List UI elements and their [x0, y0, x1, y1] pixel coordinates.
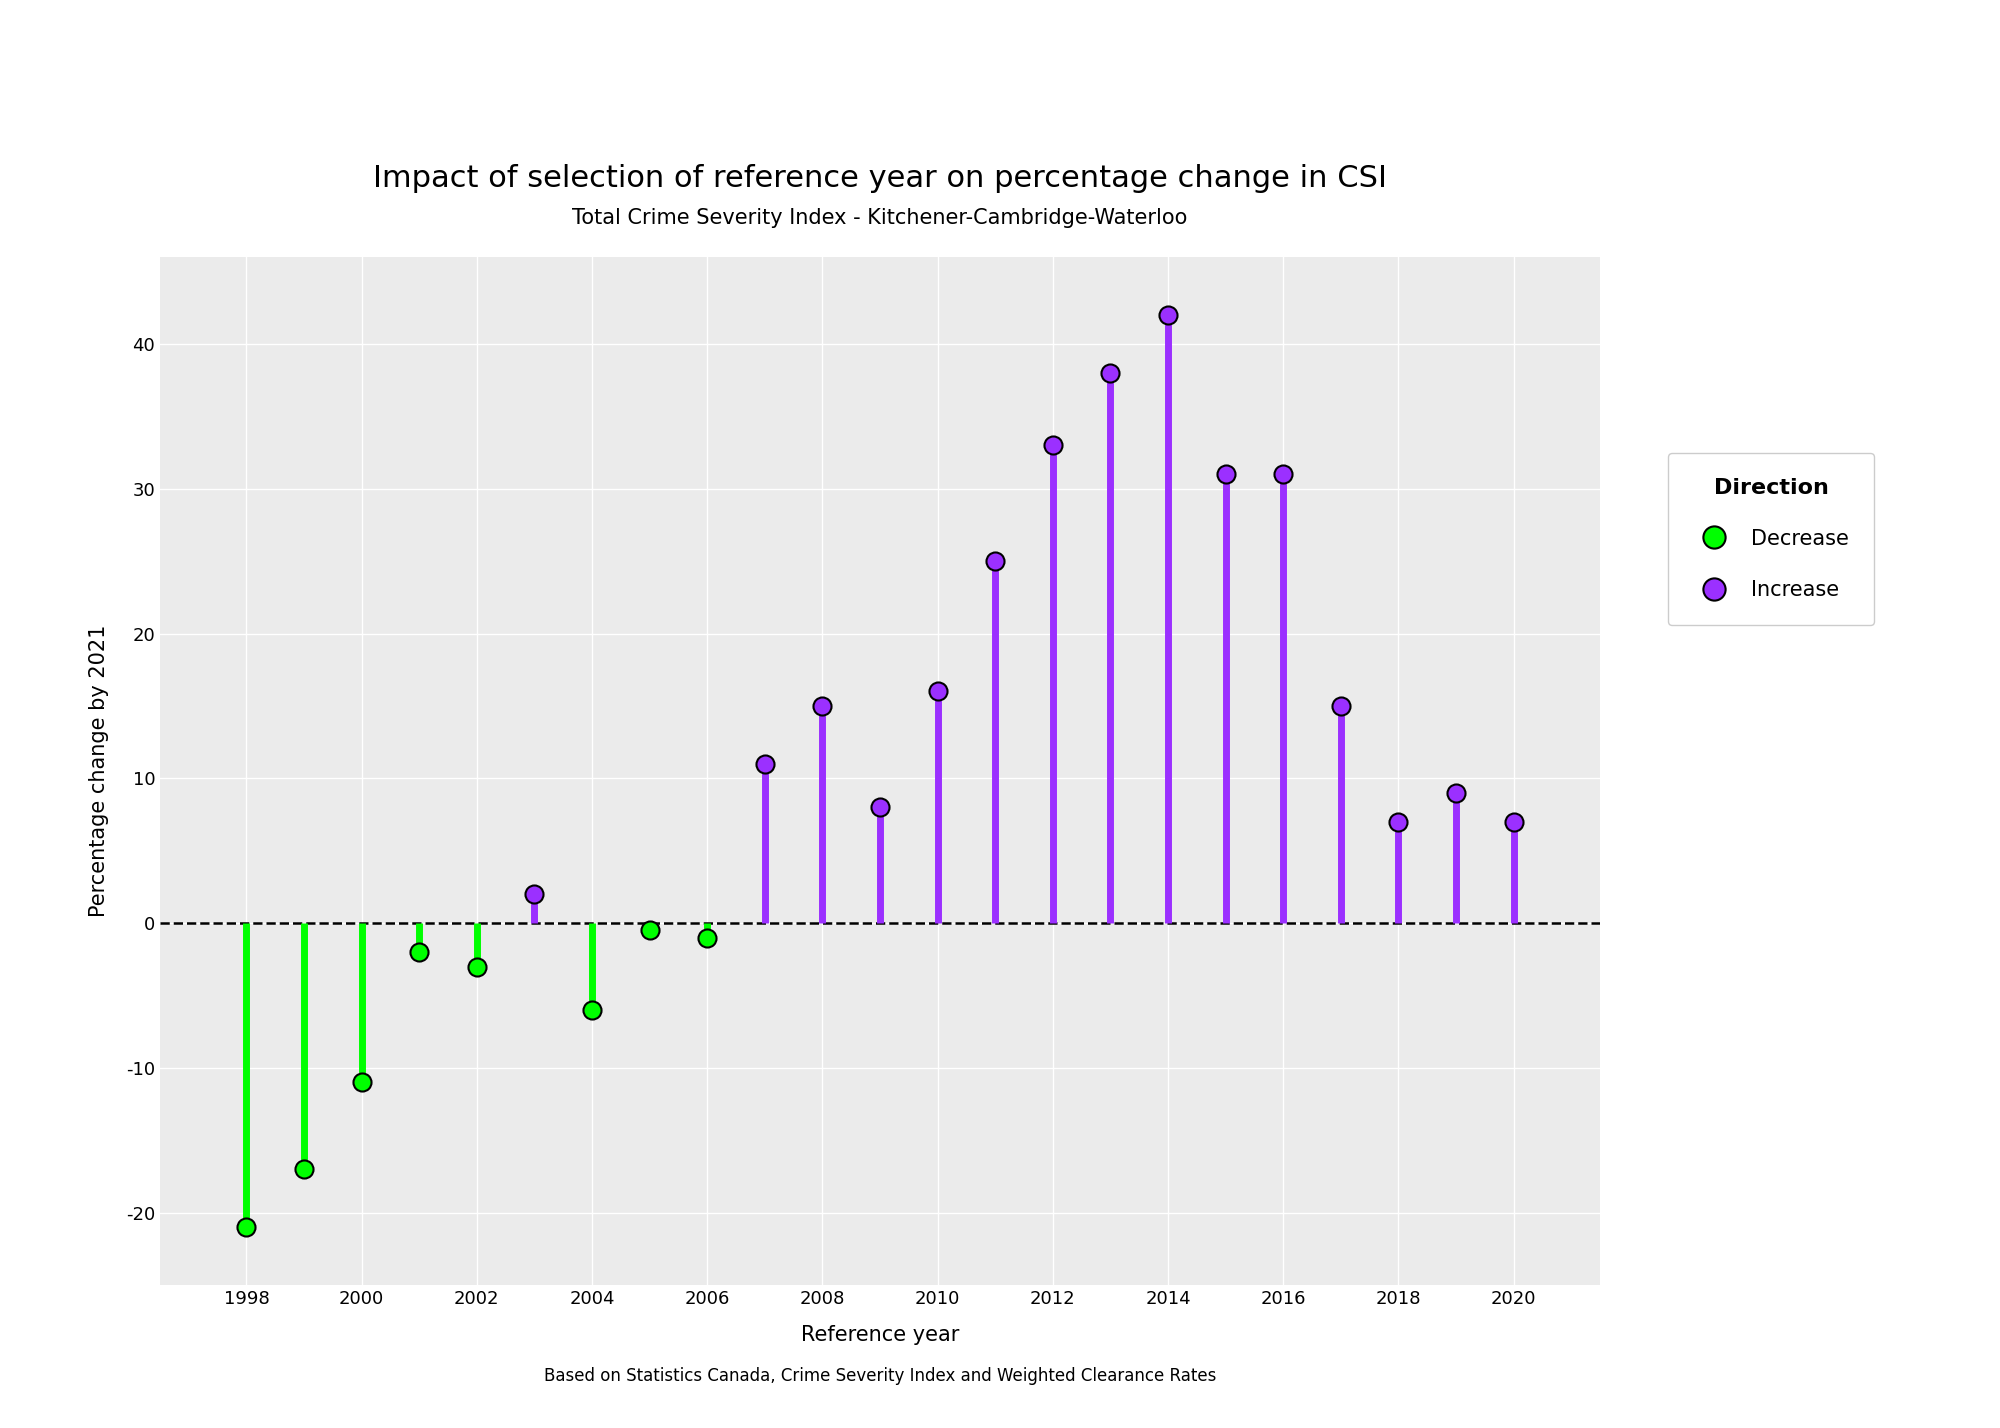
X-axis label: Reference year: Reference year	[800, 1325, 960, 1345]
Y-axis label: Percentage change by 2021: Percentage change by 2021	[90, 625, 110, 917]
Text: Total Crime Severity Index - Kitchener-Cambridge-Waterloo: Total Crime Severity Index - Kitchener-C…	[572, 208, 1188, 228]
Legend: Decrease, Increase: Decrease, Increase	[1668, 453, 1874, 625]
Text: Impact of selection of reference year on percentage change in CSI: Impact of selection of reference year on…	[372, 164, 1388, 193]
Text: Based on Statistics Canada, Crime Severity Index and Weighted Clearance Rates: Based on Statistics Canada, Crime Severi…	[544, 1367, 1216, 1385]
